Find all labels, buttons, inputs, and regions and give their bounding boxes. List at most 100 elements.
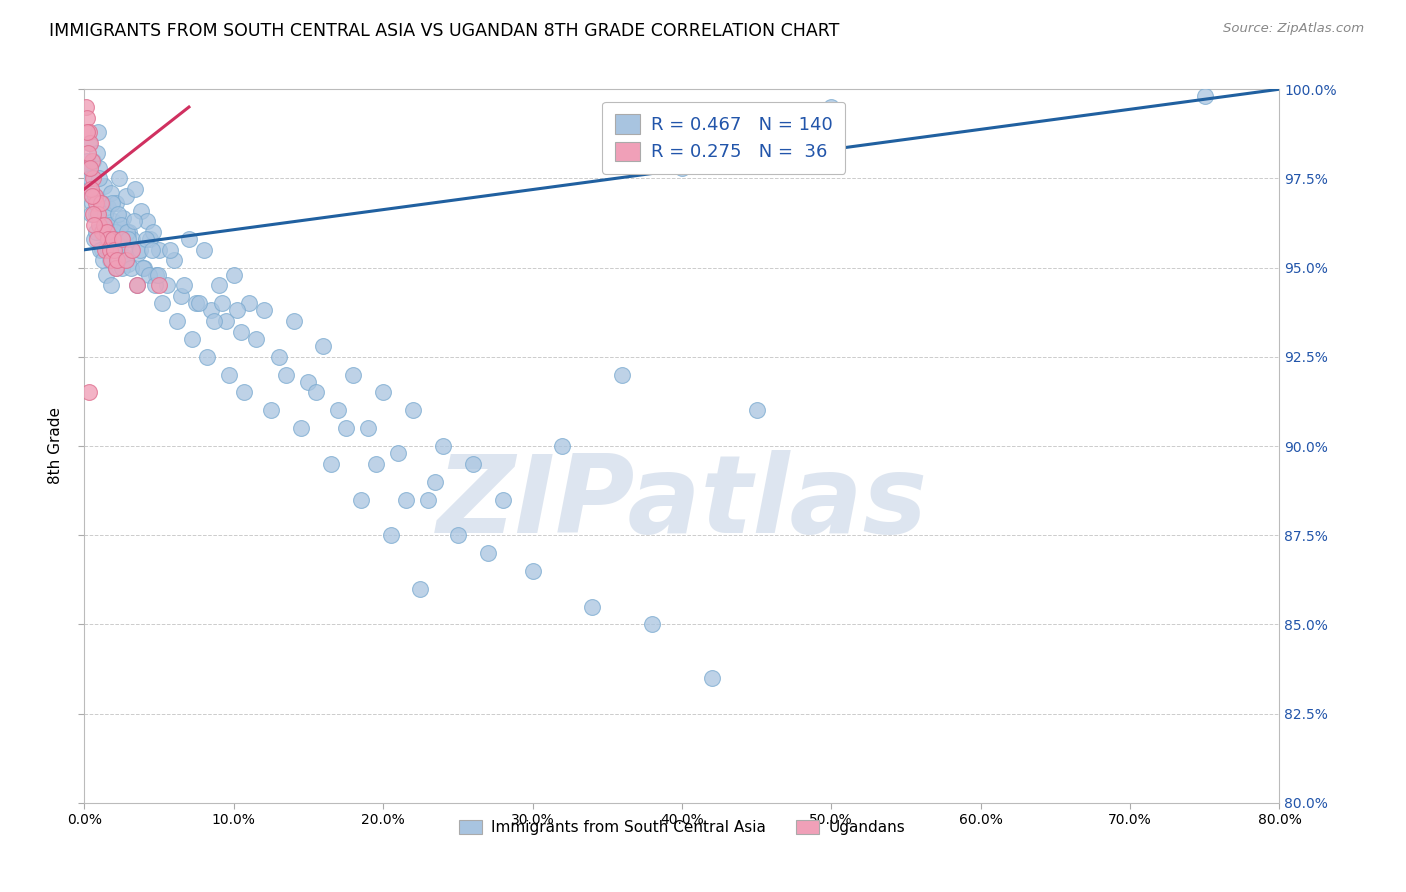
Text: Source: ZipAtlas.com: Source: ZipAtlas.com (1223, 22, 1364, 36)
Point (142, 225, 165, 239)
Point (87, 125, 110, 139)
Point (103, 243, 125, 257)
Point (96, 243, 118, 257)
Point (118, 225, 141, 239)
Point (82, 207, 104, 221)
Point (335, 421, 357, 435)
Point (89, 161, 111, 175)
Point (131, 260, 153, 275)
Point (77, 146, 100, 161)
Point (208, 278, 231, 293)
Point (100, 278, 122, 293)
Point (409, 582, 432, 596)
Point (305, 385, 328, 400)
Point (150, 296, 173, 310)
Point (125, 278, 148, 293)
Point (238, 296, 260, 310)
Point (139, 232, 162, 246)
Point (82, 171, 104, 186)
Point (94, 268, 117, 282)
Point (671, 161, 693, 175)
Point (90, 196, 112, 211)
Point (97, 232, 120, 246)
Point (98, 218, 121, 232)
Point (138, 268, 160, 282)
Point (76, 111, 98, 125)
Point (195, 350, 218, 364)
Point (820, 100, 842, 114)
Point (132, 260, 156, 275)
Point (79, 171, 101, 186)
Point (163, 253, 186, 268)
Point (193, 243, 215, 257)
Point (94, 243, 117, 257)
Point (114, 253, 136, 268)
Point (492, 492, 515, 507)
Point (83, 218, 105, 232)
Point (108, 232, 131, 246)
Point (83, 189, 105, 203)
Point (186, 296, 208, 310)
Point (700, 671, 723, 685)
Point (105, 253, 128, 268)
Point (551, 439, 574, 453)
Point (128, 243, 150, 257)
Point (100, 186, 122, 200)
Point (117, 257, 139, 271)
Point (121, 232, 143, 246)
Point (125, 278, 148, 293)
Point (477, 546, 499, 560)
Point (79, 136, 101, 150)
Point (76, 153, 98, 168)
Point (181, 332, 204, 346)
Point (312, 339, 335, 353)
Point (380, 528, 402, 542)
Point (364, 457, 387, 471)
Point (115, 225, 138, 239)
Point (110, 221, 132, 235)
Point (135, 232, 157, 246)
Point (260, 403, 283, 417)
Point (200, 303, 222, 318)
Point (141, 243, 163, 257)
Point (143, 278, 166, 293)
Point (357, 421, 380, 435)
Point (111, 232, 134, 246)
Point (166, 314, 188, 328)
Point (112, 243, 135, 257)
Point (120, 260, 142, 275)
Point (122, 214, 145, 228)
Point (104, 260, 127, 275)
Point (202, 314, 225, 328)
Point (231, 325, 253, 339)
Point (274, 368, 297, 382)
Point (188, 296, 211, 310)
Point (319, 457, 342, 471)
Point (100, 253, 122, 268)
Point (101, 214, 124, 228)
Point (121, 243, 143, 257)
Point (82, 189, 104, 203)
Point (105, 260, 128, 275)
Point (77, 136, 100, 150)
Legend: Immigrants from South Central Asia, Ugandans: Immigrants from South Central Asia, Ugan… (453, 814, 911, 841)
Point (76, 171, 98, 186)
Point (80, 207, 103, 221)
Point (233, 385, 256, 400)
Point (447, 528, 470, 542)
Point (76, 125, 98, 139)
Point (87, 207, 110, 221)
Point (91, 243, 114, 257)
Point (107, 171, 129, 186)
Point (115, 189, 138, 203)
Point (77, 161, 100, 175)
Point (170, 289, 193, 303)
Point (82, 153, 104, 168)
Point (86, 232, 108, 246)
Point (87, 171, 110, 186)
Point (155, 278, 177, 293)
Point (225, 303, 247, 318)
Point (124, 182, 146, 196)
Point (83, 189, 105, 203)
Point (173, 278, 195, 293)
